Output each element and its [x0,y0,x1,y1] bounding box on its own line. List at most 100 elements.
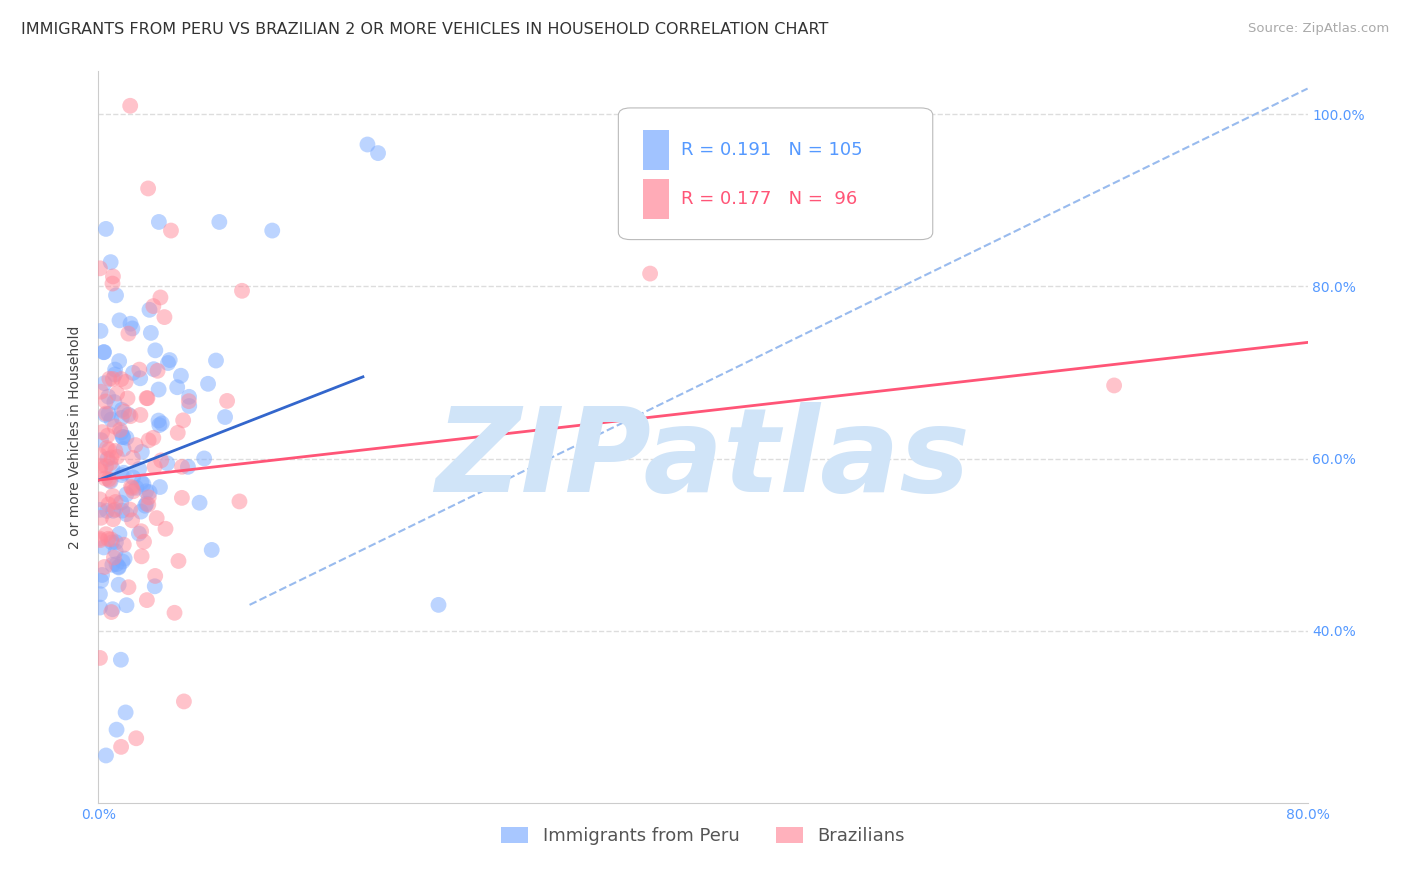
Text: Source: ZipAtlas.com: Source: ZipAtlas.com [1249,22,1389,36]
Point [177,390,200,404]
Point [197,376,219,391]
Point [208,215,231,229]
Point [97,497,120,511]
Point [100,412,122,426]
Point [124,438,146,452]
Point [129,371,152,385]
Point [117,392,139,406]
Point [103,512,125,526]
Point [100,605,122,619]
Point [101,535,124,549]
Point [100,456,122,470]
Point [125,731,148,746]
Point [132,534,155,549]
Point [114,375,136,389]
Point [89,492,111,507]
Point [101,489,124,503]
FancyBboxPatch shape [619,108,932,240]
Point [121,321,143,335]
Point [97,532,120,546]
Point [262,223,284,237]
Point [166,380,188,394]
Point [89,651,111,665]
Point [89,600,111,615]
Point [114,706,136,720]
Point [231,284,253,298]
FancyBboxPatch shape [643,179,669,219]
Point [121,450,143,465]
Point [89,324,111,338]
Point [143,459,166,474]
Point [136,498,159,512]
Point [100,255,122,269]
Point [100,533,122,547]
Point [111,403,134,417]
Point [142,362,165,376]
Point [104,368,127,382]
Point [356,137,378,152]
Point [120,409,142,424]
Point [103,395,125,409]
Point [122,484,145,499]
Point [166,425,188,440]
Point [156,456,179,470]
Point [90,458,112,473]
Point [177,459,200,474]
Point [89,533,111,548]
Point [94,408,117,422]
Point [121,513,143,527]
Point [96,441,118,455]
Point [112,442,135,456]
Point [96,451,118,466]
Point [193,451,215,466]
Point [107,559,129,574]
Point [129,505,152,519]
Point [156,356,179,370]
Point [129,524,152,539]
Point [104,544,127,558]
Point [111,430,134,444]
Point [128,462,150,476]
Point [93,345,115,359]
Point [138,485,160,500]
Point [170,491,193,505]
Point [101,372,124,386]
Point [148,215,170,229]
Point [145,511,167,525]
Point [101,277,124,291]
Point [142,299,165,313]
Point [148,413,170,427]
Point [177,394,200,409]
Point [148,383,170,397]
Point [115,598,138,612]
Point [101,269,124,284]
Point [149,480,172,494]
Point [150,417,173,431]
Point [121,481,143,495]
Point [90,574,112,588]
Point [101,558,124,572]
Point [108,527,131,541]
Point [90,433,112,447]
Point [167,554,190,568]
Point [111,410,134,425]
Point [129,408,152,422]
Point [105,386,128,401]
Point [94,222,117,236]
Text: R = 0.191   N = 105: R = 0.191 N = 105 [682,141,863,160]
Point [205,353,228,368]
Point [135,484,157,499]
Point [110,739,132,754]
Point [100,474,122,488]
Point [97,390,120,404]
Point [111,430,134,444]
Point [96,504,118,518]
Point [138,434,160,448]
Point [104,502,127,516]
Point [115,487,138,501]
Text: ZIPatlas: ZIPatlas [436,401,970,516]
Point [122,366,145,380]
Point [108,354,131,368]
Point [112,466,135,480]
FancyBboxPatch shape [643,130,669,170]
